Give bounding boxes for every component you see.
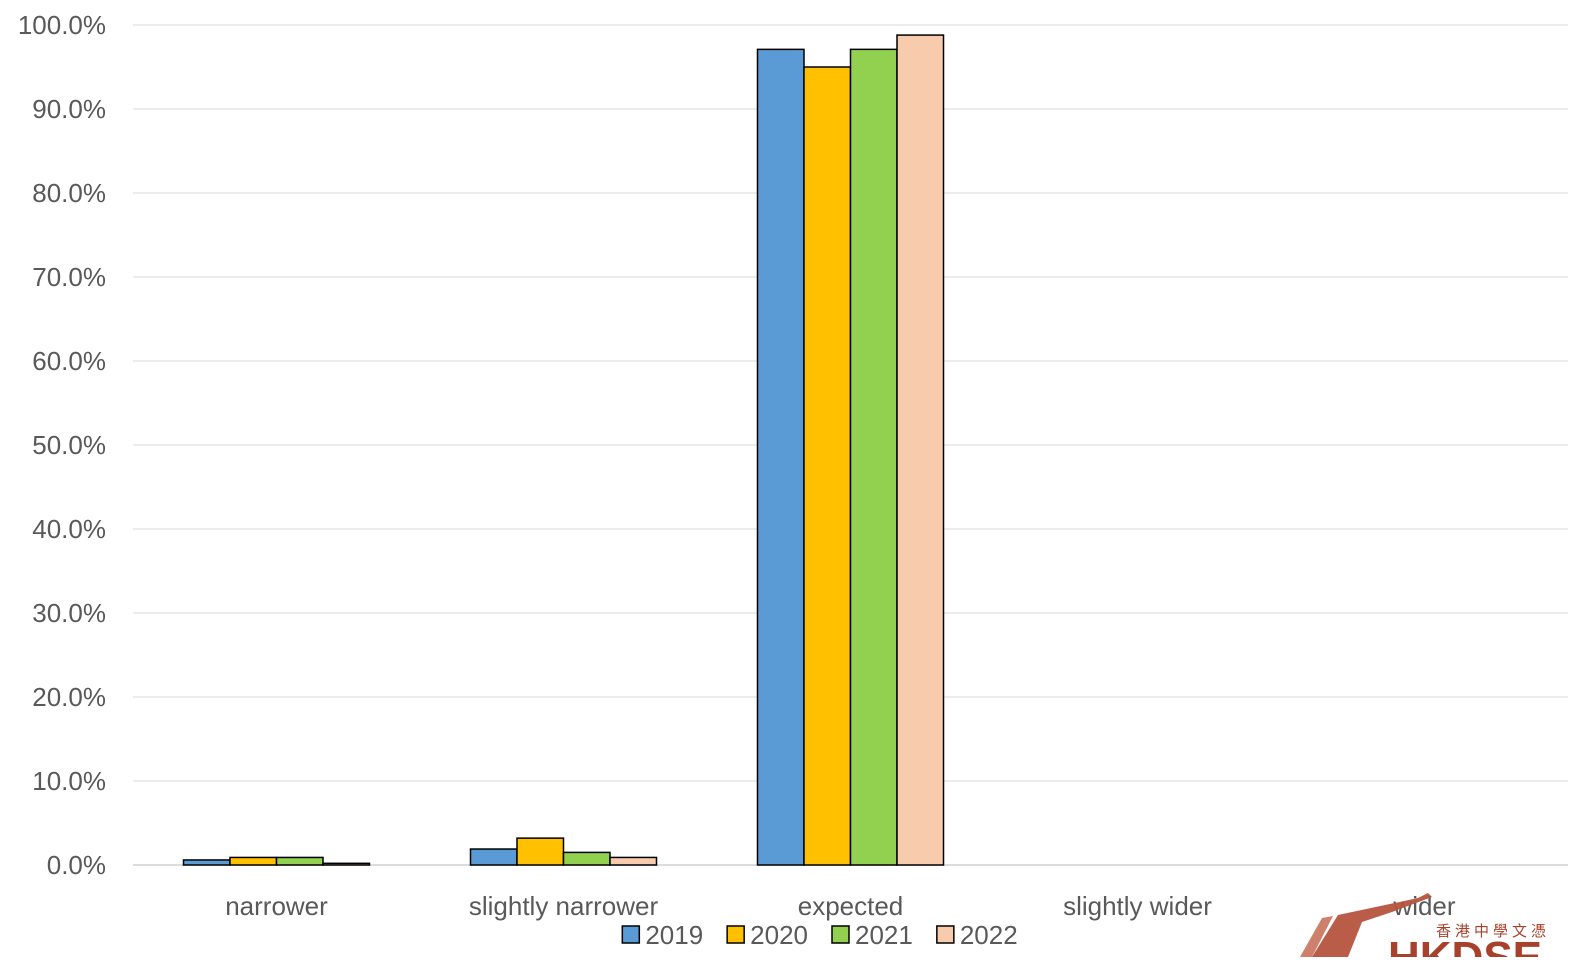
y-tick-label: 20.0% (32, 682, 106, 712)
y-tick-label: 90.0% (32, 94, 106, 124)
legend-label-2021: 2021 (855, 920, 913, 950)
bar-2022-slightly-narrower (609, 856, 658, 866)
legend-swatch-2022 (936, 925, 955, 944)
bar-2021-slightly-narrower (562, 851, 611, 866)
legend-label-2020: 2020 (750, 920, 808, 950)
bar-2019-narrower (182, 859, 231, 866)
y-tick-label: 100.0% (18, 10, 106, 40)
bar-2020-expected (803, 66, 852, 866)
x-tick-label: narrower (225, 891, 328, 921)
bar-2021-narrower (275, 856, 324, 866)
legend: 2019 2020 2021 2022 (621, 920, 1018, 950)
y-tick-label: 70.0% (32, 262, 106, 292)
y-tick-label: 10.0% (32, 766, 106, 796)
bar-2022-narrower (322, 862, 371, 866)
x-axis-labels: narrower slightly narrower expected slightl… (225, 891, 1456, 921)
legend-swatch-2020 (726, 925, 745, 944)
legend-label-2019: 2019 (645, 920, 703, 950)
bars (182, 34, 945, 866)
bar-2019-expected (756, 48, 805, 866)
y-tick-label: 40.0% (32, 514, 106, 544)
bar-2020-slightly-narrower (516, 837, 565, 866)
legend-swatch-2019 (621, 925, 641, 944)
bar-2022-expected (896, 34, 945, 866)
x-tick-label: expected (798, 891, 904, 921)
y-tick-label: 60.0% (32, 346, 106, 376)
x-tick-label: slightly narrower (469, 891, 659, 921)
bar-2020-narrower (229, 856, 278, 866)
y-axis-ticks: 0.0% 10.0% 20.0% 30.0% 40.0% 50.0% 60.0% 70.0% 8… (18, 10, 106, 880)
bar-2019-slightly-narrower (469, 848, 518, 866)
y-tick-label: 30.0% (32, 598, 106, 628)
y-tick-label: 80.0% (32, 178, 106, 208)
bar-2021-expected (849, 48, 898, 866)
y-tick-label: 50.0% (32, 430, 106, 460)
legend-swatch-2021 (831, 925, 850, 944)
watermark-logo-text: HKDSE (1388, 933, 1542, 957)
y-tick-label: 0.0% (47, 850, 106, 880)
x-tick-label: slightly wider (1063, 891, 1212, 921)
legend-label-2022: 2022 (960, 920, 1018, 950)
watermark-chinese-text: 香港中學文憑 (1436, 922, 1550, 940)
